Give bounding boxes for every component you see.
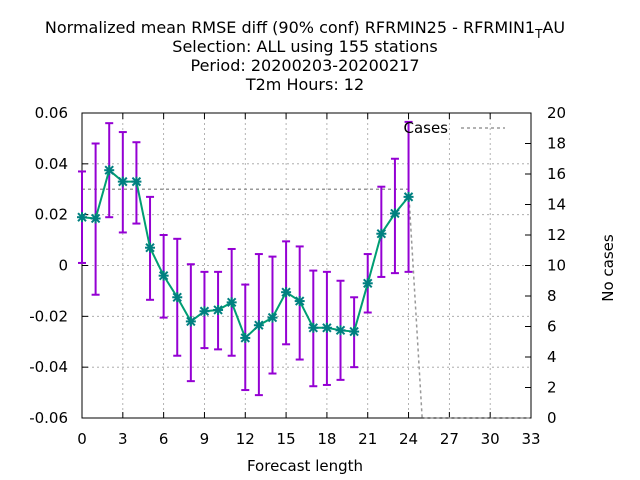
data-point — [226, 297, 237, 308]
data-point — [77, 212, 87, 223]
axes: 0 3 6 9 12 15 18 21 24 27 30 33-0.06-0.04-0.0200.02… — [29, 104, 566, 448]
x-tick-label: 30 — [481, 430, 500, 448]
x-tick-label: 12 — [236, 430, 255, 448]
title-line-2: Selection: ALL using 155 stations — [172, 37, 437, 56]
x-tick-label: 15 — [277, 430, 296, 448]
data-point — [253, 320, 264, 331]
x-tick-label: 18 — [317, 430, 336, 448]
y2-tick-label: 0 — [547, 409, 557, 427]
cases-line — [82, 188, 531, 419]
data-point — [185, 316, 196, 327]
data-point — [158, 270, 169, 281]
data-point — [145, 242, 156, 253]
y2-tick-label: 10 — [547, 257, 566, 275]
y2-tick-label: 18 — [547, 135, 566, 153]
x-tick-label: 21 — [358, 430, 377, 448]
data-point — [403, 191, 414, 202]
y2-tick-label: 14 — [547, 196, 566, 214]
title-line-1: Normalized mean RMSE diff (90% conf) RFR… — [45, 18, 565, 41]
data-point — [267, 312, 278, 323]
x-tick-label: 27 — [440, 430, 459, 448]
data-point — [172, 292, 183, 303]
data-point — [281, 287, 292, 298]
y2-tick-label: 6 — [547, 318, 557, 336]
data-point — [294, 296, 305, 307]
x-tick-label: 9 — [200, 430, 210, 448]
data-point — [240, 332, 251, 343]
error-bars — [78, 120, 413, 397]
x-tick-label: 3 — [118, 430, 128, 448]
data-point — [90, 213, 101, 224]
data-point — [213, 304, 224, 315]
data-point — [321, 322, 332, 333]
x-tick-label: 0 — [77, 430, 87, 448]
data-point — [199, 306, 210, 317]
x-tick-label: 33 — [521, 430, 540, 448]
y-tick-label: -0.06 — [29, 409, 68, 427]
title-line-3: Period: 20200203-20200217 — [190, 56, 419, 75]
x-axis-label: Forecast length — [247, 457, 363, 475]
y-tick-label: 0.04 — [35, 155, 68, 173]
y-tick-label: 0 — [58, 257, 68, 275]
y2-tick-label: 8 — [547, 287, 557, 305]
y-tick-label: -0.04 — [29, 358, 68, 376]
data-point — [335, 325, 346, 336]
x-tick-label: 24 — [399, 430, 418, 448]
x-tick-label: 6 — [159, 430, 169, 448]
y-tick-label: -0.02 — [29, 307, 68, 325]
data-point — [308, 322, 319, 333]
data-point — [349, 326, 360, 337]
y2-axis-label: No cases — [599, 234, 617, 302]
data-point — [376, 228, 387, 239]
y2-tick-label: 16 — [547, 165, 566, 183]
data-point — [131, 176, 142, 187]
cases-series — [82, 188, 531, 419]
data-points — [77, 165, 414, 343]
y-tick-label: 0.02 — [35, 206, 68, 224]
title-line-4: T2m Hours: 12 — [245, 75, 364, 94]
data-point — [362, 278, 373, 289]
y-tick-label: 0.06 — [35, 104, 68, 122]
data-point — [389, 208, 400, 219]
data-point — [117, 176, 128, 187]
legend-label-cases: Cases — [403, 119, 448, 137]
y2-tick-label: 2 — [547, 379, 557, 397]
data-point — [104, 165, 115, 176]
y2-tick-label: 20 — [547, 104, 566, 122]
y2-tick-label: 4 — [547, 348, 557, 366]
y2-tick-label: 12 — [547, 226, 566, 244]
legend: Cases — [403, 119, 505, 137]
chart-title: Normalized mean RMSE diff (90% conf) RFR… — [45, 18, 565, 94]
